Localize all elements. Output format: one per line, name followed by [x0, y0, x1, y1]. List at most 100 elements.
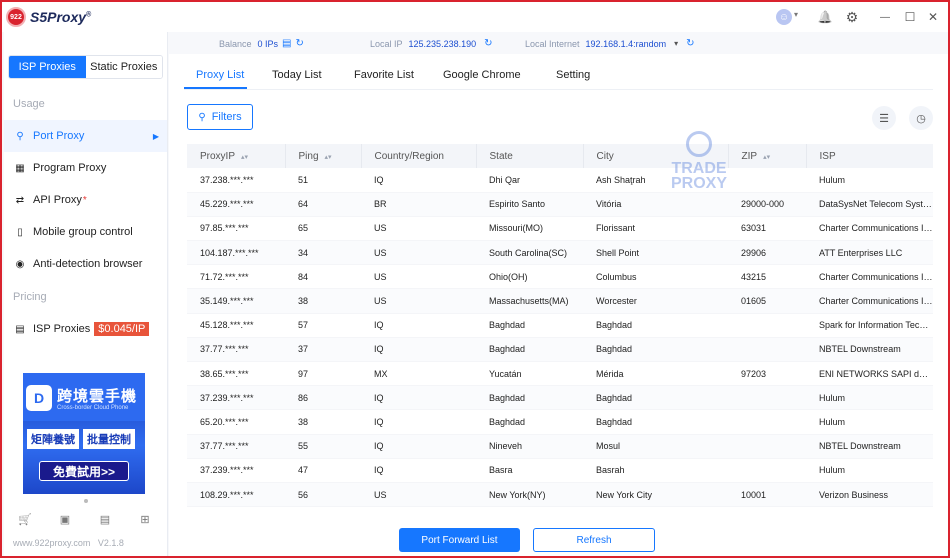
- cell-isp: NBTEL Downstream: [806, 337, 933, 363]
- table-row[interactable]: 71.72.***.*** 84 US Ohio(OH) Columbus 43215 Ch…: [187, 264, 933, 290]
- cell-isp: NBTEL Downstream: [806, 434, 933, 459]
- cell-country: IQ: [361, 385, 476, 411]
- cell-ping: 56: [285, 482, 361, 508]
- cell-ping: 38: [285, 409, 361, 435]
- tab-today-list[interactable]: Today List: [272, 69, 322, 81]
- sort-icon[interactable]: ▴▾: [324, 153, 332, 161]
- table-row[interactable]: 37.77.***.*** 55 IQ Nineveh Mosul NBTEL Downs…: [187, 434, 933, 459]
- cell-city: Worcester: [583, 288, 728, 314]
- refresh-internet-icon[interactable]: ↻: [686, 38, 695, 49]
- cell-country: US: [361, 216, 476, 242]
- cell-ping: 37: [285, 337, 361, 363]
- cell-country: IQ: [361, 409, 476, 435]
- cell-proxy-ip: 35.149.***.***: [187, 288, 285, 314]
- cell-proxy-ip: 37.77.***.***: [187, 337, 285, 363]
- filters-button[interactable]: ⚲ Filters: [187, 104, 253, 130]
- document-icon: ▤: [282, 38, 292, 49]
- table-row[interactable]: 37.77.***.*** 37 IQ Baghdad Baghdad NBTEL Dow…: [187, 337, 933, 363]
- sort-icon[interactable]: ▴▾: [241, 153, 249, 161]
- column-header-ping[interactable]: Ping ▴▾: [285, 144, 362, 168]
- api-proxy-icon: ⇄: [15, 194, 25, 206]
- sidebar-item-label: Mobile group control: [33, 226, 133, 238]
- sidebar-item-isp-proxies[interactable]: ▤ ISP Proxies $0.045/IP: [4, 313, 167, 345]
- carousel-indicator[interactable]: [84, 499, 88, 503]
- column-header-isp: ISP: [806, 144, 933, 168]
- bell-icon[interactable]: 🔔: [817, 10, 833, 24]
- column-header-proxyip[interactable]: ProxyIP ▴▾: [187, 144, 286, 168]
- cell-isp: DataSysNet Telecom Systems: [806, 192, 933, 217]
- table-row[interactable]: 37.239.***.*** 86 IQ Baghdad Baghdad Hulum: [187, 385, 933, 411]
- close-icon[interactable]: ✕: [927, 10, 939, 24]
- table-row[interactable]: 35.149.***.*** 38 US Massachusetts(MA) Worce…: [187, 288, 933, 314]
- app-logo: 922 S5Proxy®: [6, 7, 91, 27]
- avatar[interactable]: ☺: [776, 9, 792, 25]
- tab-proxy-list[interactable]: Proxy List: [196, 69, 245, 81]
- sidebar-item-anti-detection-browser[interactable]: ◉ Anti-detection browser: [4, 248, 167, 280]
- tab-favorite-list[interactable]: Favorite List: [354, 69, 414, 81]
- table-row[interactable]: 104.187.***.*** 34 US South Carolina(SC) She…: [187, 240, 933, 266]
- column-header-zip[interactable]: ZIP ▴▾: [728, 144, 807, 168]
- title-bar: 922 S5Proxy® ☺ ▾ 🔔 ⚙ — ☐ ✕: [2, 2, 948, 32]
- table-row[interactable]: 45.128.***.*** 57 IQ Baghdad Baghdad Spark fo…: [187, 313, 933, 338]
- refresh-button[interactable]: Refresh: [533, 528, 655, 552]
- sort-icon[interactable]: ▴▾: [763, 153, 771, 161]
- tab-setting[interactable]: Setting: [556, 69, 591, 81]
- ad-free-trial-button[interactable]: 免費試用>>: [39, 461, 129, 481]
- cell-isp: Hulum: [806, 409, 933, 435]
- browser-icon: ◉: [15, 258, 25, 270]
- table-row[interactable]: 45.229.***.*** 64 BR Espirito Santo Vitória 2…: [187, 192, 933, 217]
- local-internet-label: Local Internet: [525, 38, 580, 49]
- segment-isp-proxies[interactable]: ISP Proxies: [9, 56, 86, 78]
- cart-icon[interactable]: 🛒: [18, 513, 32, 526]
- cell-ping: 86: [285, 385, 361, 411]
- cloud-phone-ad-banner[interactable]: D 跨境雲手機 Cross-border Cloud Phone 矩陣養號 批量…: [23, 373, 145, 494]
- port-forward-list-button[interactable]: Port Forward List: [399, 528, 520, 552]
- maximize-icon[interactable]: ☐: [904, 10, 916, 24]
- cell-state: Baghdad: [476, 313, 583, 338]
- cell-isp: Hulum: [806, 385, 933, 411]
- column-header-country: Country/Region: [361, 144, 477, 168]
- active-tab-indicator: [184, 87, 247, 89]
- minimize-icon[interactable]: —: [880, 11, 890, 23]
- sidebar-item-api-proxy[interactable]: ⇄ API Proxy *: [4, 184, 167, 216]
- cell-proxy-ip: 71.72.***.***: [187, 264, 285, 290]
- grid-icon[interactable]: ⊞: [140, 513, 150, 526]
- orders-icon[interactable]: ▤: [99, 513, 111, 526]
- table-row[interactable]: 37.239.***.*** 47 IQ Basra Basrah Hulum: [187, 458, 933, 483]
- wallet-icon[interactable]: ▣: [59, 513, 71, 526]
- chevron-down-icon[interactable]: ▾: [674, 39, 679, 48]
- sidebar-item-program-proxy[interactable]: ▦ Program Proxy: [4, 152, 167, 184]
- app-name: S5Proxy: [30, 9, 87, 25]
- cell-state: Ohio(OH): [476, 264, 583, 290]
- local-internet-value[interactable]: 192.168.1.4:random: [585, 38, 667, 49]
- cell-city: Florissant: [583, 216, 728, 242]
- table-row[interactable]: 38.65.***.*** 97 MX Yucatán Mérida 97203 ENI N…: [187, 361, 933, 387]
- sidebar-item-label: Program Proxy: [33, 162, 107, 174]
- list-view-icon[interactable]: ☰: [872, 106, 896, 130]
- table-header-row: ProxyIP ▴▾ Ping ▴▾ Country/Region State Ci…: [187, 144, 933, 168]
- pricing-section-label: Pricing: [13, 291, 47, 303]
- usage-section-label: Usage: [13, 98, 45, 110]
- history-clock-icon[interactable]: ◷: [909, 106, 933, 130]
- tab-google-chrome[interactable]: Google Chrome: [443, 69, 521, 81]
- sidebar-item-label: API Proxy: [33, 194, 82, 206]
- cell-zip: 29906: [728, 240, 806, 266]
- sidebar-item-mobile-group-control[interactable]: ▯ Mobile group control: [4, 216, 167, 248]
- table-row[interactable]: 37.238.***.*** 51 IQ Dhi Qar Ash Shaţrah Hulu…: [187, 168, 933, 193]
- refresh-balance-icon[interactable]: ↻: [295, 38, 304, 49]
- table-row[interactable]: 65.20.***.*** 38 IQ Baghdad Baghdad Hulum: [187, 409, 933, 435]
- cell-isp: ATT Enterprises LLC: [806, 240, 933, 266]
- refresh-ip-icon[interactable]: ↻: [484, 38, 493, 49]
- table-row[interactable]: 97.85.***.*** 65 US Missouri(MO) Florissant 6…: [187, 216, 933, 242]
- chevron-down-icon[interactable]: ▾: [794, 10, 799, 19]
- cell-zip: [728, 409, 806, 435]
- table-row[interactable]: 108.29.***.*** 56 US New York(NY) New York C…: [187, 482, 933, 508]
- cell-zip: [728, 168, 806, 193]
- segment-static-proxies[interactable]: Static Proxies: [85, 56, 162, 78]
- cell-country: IQ: [361, 434, 476, 459]
- settings-gear-icon[interactable]: ⚙: [845, 8, 859, 25]
- sidebar-item-label: Anti-detection browser: [33, 258, 143, 270]
- sidebar-item-port-proxy[interactable]: ⚲ Port Proxy ▶: [4, 120, 167, 152]
- ad-title: 跨境雲手機: [57, 388, 138, 405]
